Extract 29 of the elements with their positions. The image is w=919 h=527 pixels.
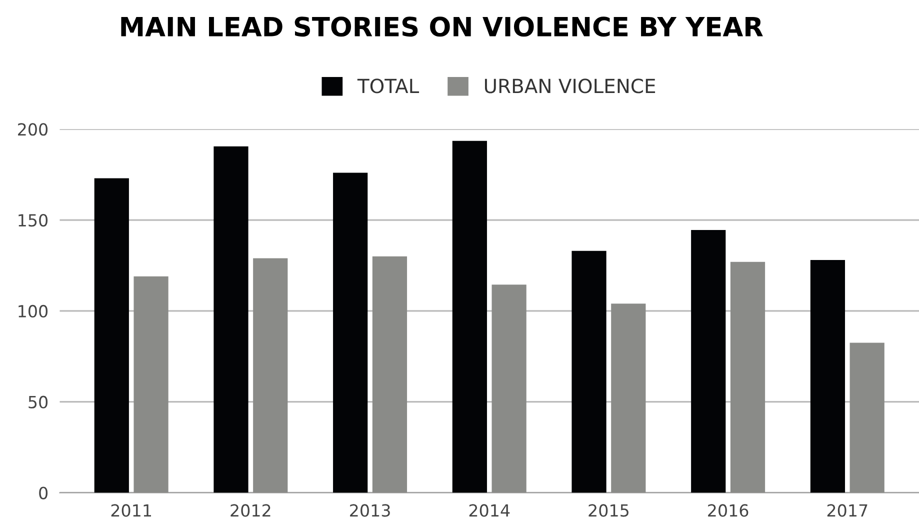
chart-title: MAIN LEAD STORIES ON VIOLENCE BY YEAR [121, 16, 763, 37]
bar [253, 258, 288, 493]
x-tick-label: 2013 [350, 504, 390, 517]
bar [492, 284, 526, 493]
x-tick-label: 2017 [827, 504, 868, 517]
bar [611, 304, 646, 493]
bar [452, 140, 487, 493]
y-tick-label: 50 [28, 396, 48, 408]
y-tick-label: 200 [18, 123, 48, 136]
bar [333, 172, 368, 493]
y-tick-label: 100 [18, 304, 48, 318]
bar [850, 342, 884, 493]
bar [691, 230, 726, 493]
bar [730, 262, 766, 493]
x-tick-label: 2016 [708, 504, 748, 517]
x-tick-label: 2012 [230, 504, 270, 517]
legend-label: URBAN VIOLENCE [484, 78, 656, 94]
y-tick-label: 0 [39, 486, 48, 500]
y-tick-label: 150 [18, 214, 48, 227]
bar [372, 256, 408, 493]
x-tick-label: 2014 [469, 504, 510, 517]
bar [214, 146, 248, 493]
x-tick-label: 2015 [588, 504, 628, 517]
bar [810, 260, 846, 493]
bar [94, 178, 129, 493]
bar [572, 250, 606, 493]
x-tick-label: 2011 [111, 504, 152, 517]
bar [134, 276, 168, 493]
legend-label: TOTAL [357, 78, 420, 94]
